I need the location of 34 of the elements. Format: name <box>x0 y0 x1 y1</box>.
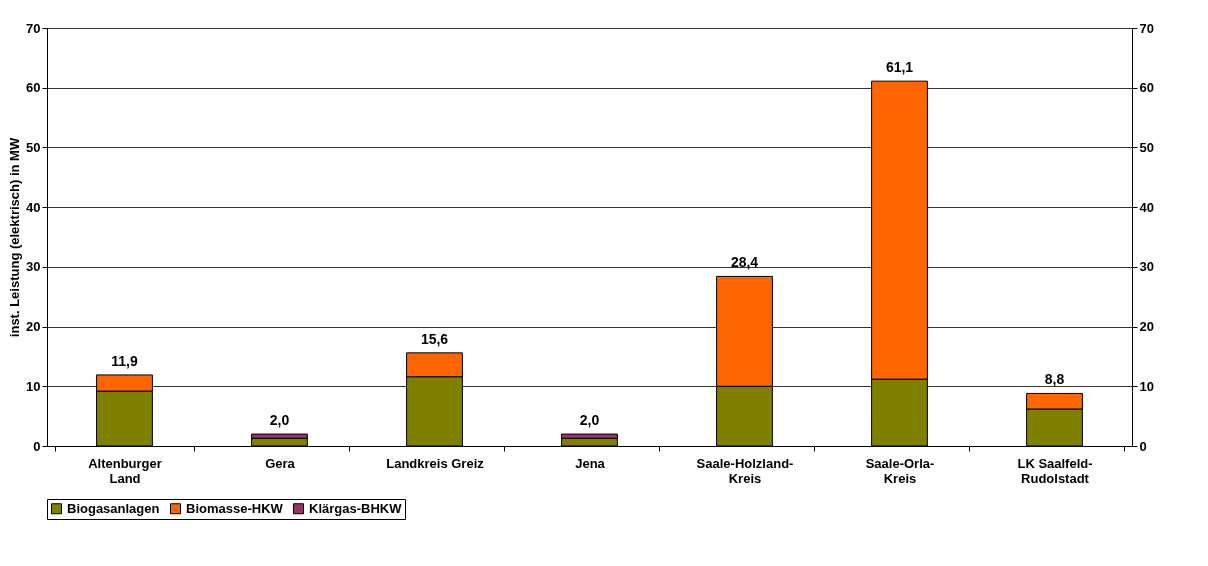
x-tick-label: Landkreis Greiz <box>386 455 485 471</box>
x-tick-label: Saale-Orla-Kreis <box>865 455 935 486</box>
y-tick-label: 70 <box>26 20 41 36</box>
y2-tick-label: 60 <box>1139 80 1154 96</box>
y2-tick-label: 10 <box>1139 378 1154 394</box>
y2-tick-label: 30 <box>1139 259 1154 275</box>
x-tick-label: LK Saalfeld-Rudolstadt <box>1017 455 1093 486</box>
total-label: 15,6 <box>420 330 449 347</box>
total-label: 2,0 <box>269 412 290 429</box>
x-tick-label: Gera <box>265 455 296 471</box>
y-tick-label: 0 <box>33 438 41 454</box>
total-label: 2,0 <box>579 412 600 429</box>
legend-label: Biogasanlagen <box>67 500 160 516</box>
legend-label: Biomasse-HKW <box>186 500 284 516</box>
x-tick-label: Jena <box>575 455 606 471</box>
y-tick-label: 10 <box>26 378 41 394</box>
total-label: 8,8 <box>1044 371 1065 388</box>
y-tick-label: 50 <box>26 139 41 155</box>
y-tick-label: 60 <box>26 80 41 96</box>
total-label: 61,1 <box>885 59 914 76</box>
y2-tick-label: 50 <box>1139 139 1154 155</box>
x-tick-label: Saale-Holzland-Kreis <box>696 455 794 486</box>
legend-label: Klärgas-BHKW <box>309 500 403 516</box>
total-label: 11,9 <box>111 352 138 369</box>
total-label: 28,4 <box>730 254 759 271</box>
y2-tick-label: 0 <box>1139 438 1147 454</box>
x-tick-label: Altenburger Land <box>88 455 162 486</box>
y-tick-label: 20 <box>26 319 41 335</box>
y2-tick-label: 40 <box>1139 199 1154 215</box>
y-tick-label: 30 <box>26 259 41 275</box>
y-tick-label: 40 <box>26 199 41 215</box>
y2-tick-label: 20 <box>1139 319 1154 335</box>
y2-tick-label: 70 <box>1139 20 1154 36</box>
y-axis-title: inst. Leistung (elektrisch) in MW <box>7 137 23 338</box>
